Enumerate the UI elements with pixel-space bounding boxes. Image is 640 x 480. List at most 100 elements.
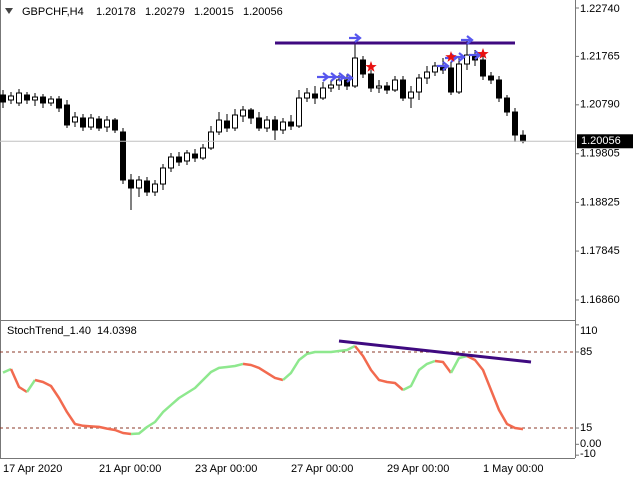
candle-body — [488, 75, 494, 81]
candle-body — [304, 92, 310, 99]
indicator-line — [402, 359, 436, 392]
signal-star — [365, 61, 377, 72]
candle-body — [288, 121, 294, 127]
candle-body — [208, 131, 214, 149]
y-tick-label: 1.20790 — [580, 99, 620, 111]
candle-body — [520, 134, 526, 142]
candle-body — [432, 65, 438, 73]
indicator-line — [130, 362, 244, 436]
x-tick-label: 23 Apr 00:00 — [195, 463, 257, 475]
candle-body — [80, 117, 86, 128]
candle-body — [352, 57, 358, 87]
signal-arrow — [341, 73, 354, 83]
candle-body — [312, 93, 318, 99]
indicator-line — [466, 354, 524, 431]
indicator-title: StochTrend_1.40 — [7, 325, 91, 337]
ohlc-low: 1.20015 — [194, 6, 234, 18]
y-tick-label: 1.21765 — [580, 50, 620, 62]
ohlc-close: 1.20056 — [243, 6, 283, 18]
candle-body — [408, 91, 414, 99]
candle-body — [448, 67, 454, 93]
candle-body — [0, 94, 6, 103]
candle-body — [248, 109, 254, 119]
candle-body — [400, 79, 406, 99]
candle-body — [40, 96, 46, 104]
x-tick-label: 1 May 00:00 — [483, 463, 544, 475]
candle-body — [272, 119, 278, 131]
indicator-value: 14.0398 — [97, 325, 137, 337]
candle-body — [344, 79, 350, 87]
candle-body — [392, 79, 398, 91]
candle-body — [24, 94, 30, 101]
candle-body — [512, 111, 518, 136]
candle-body — [200, 147, 206, 159]
indicator-line — [434, 359, 453, 374]
candle-body — [384, 85, 390, 91]
ohlc-open: 1.20178 — [96, 6, 136, 18]
indicator-line — [9, 368, 28, 394]
candle-body — [48, 98, 54, 104]
candle-body — [504, 97, 510, 113]
x-tick-label: 29 Apr 00:00 — [387, 463, 449, 475]
x-tick-label: 21 Apr 00:00 — [99, 463, 161, 475]
candle-body — [296, 97, 302, 127]
y-tick-label: 1.16860 — [580, 294, 620, 306]
y-tick-label: 15 — [580, 422, 592, 434]
candle-body — [496, 79, 502, 99]
candle-body — [480, 59, 486, 77]
candle-body — [256, 117, 262, 129]
y-tick-label: 1.17845 — [580, 245, 620, 257]
candle-body — [104, 119, 110, 128]
candle-body — [376, 85, 382, 89]
y-tick-label: 1.22740 — [580, 3, 620, 15]
candle-body — [64, 104, 70, 126]
trend-line — [338, 339, 532, 364]
candle-body — [32, 96, 38, 101]
signal-star — [445, 51, 457, 62]
indicator-line — [242, 362, 284, 382]
signal-arrow — [461, 35, 474, 45]
candle-body — [216, 119, 222, 133]
candle-body — [88, 117, 94, 128]
candle-body — [96, 118, 102, 129]
y-tick-label: 1.19805 — [580, 148, 620, 160]
candle-body — [176, 156, 182, 163]
candle-body — [120, 131, 126, 181]
candle-body — [264, 119, 270, 129]
signal-arrow — [469, 50, 482, 60]
candle-body — [416, 77, 422, 93]
y-tick-label: 0.00 — [580, 438, 601, 450]
indicator-line — [354, 345, 404, 391]
signal-arrow — [453, 52, 466, 62]
candle-body — [72, 116, 78, 123]
candle-body — [168, 156, 174, 169]
indicator-line — [2, 367, 12, 374]
x-tick-label: 27 Apr 00:00 — [291, 463, 353, 475]
candle-body — [424, 71, 430, 79]
candle-body — [192, 153, 198, 159]
candle-body — [320, 87, 326, 99]
candle-body — [456, 63, 462, 93]
candle-body — [16, 92, 22, 104]
indicator-line — [282, 344, 356, 381]
candle-body — [328, 84, 334, 89]
x-tick-label: 17 Apr 2020 — [3, 463, 62, 475]
y-tick-label: 85 — [580, 346, 592, 358]
candle-body — [232, 114, 238, 129]
candle-body — [360, 59, 366, 75]
current-price-label: 1.20056 — [581, 135, 621, 147]
signal-arrow — [349, 33, 362, 43]
candle-body — [112, 119, 118, 131]
symbol: GBPCHF,H4 — [22, 6, 84, 18]
y-tick-label: 1.18825 — [580, 196, 620, 208]
candle-body — [56, 98, 62, 109]
candle-body — [144, 180, 150, 193]
indicator-line — [449, 354, 468, 374]
ohlc-high: 1.20279 — [145, 6, 185, 18]
candle-body — [160, 167, 166, 185]
candle-body — [224, 120, 230, 129]
candle-body — [184, 152, 190, 162]
candle-body — [464, 54, 470, 65]
